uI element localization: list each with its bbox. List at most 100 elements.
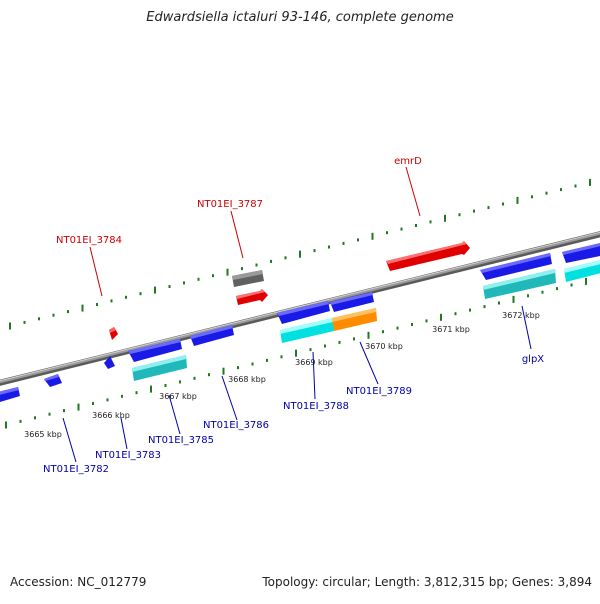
forward-track-minor-tick [183, 281, 185, 285]
forward-track-minor-tick [487, 206, 490, 210]
forward-track-minor-tick [502, 202, 504, 206]
gene-label-NT01EI_3784: NT01EI_3784 [56, 235, 122, 246]
reverse-track-major-tick [222, 367, 225, 375]
reverse-track-minor-tick [280, 355, 283, 359]
reverse-track-minor-tick [411, 323, 413, 326]
feature-NT01EI_3783[interactable] [104, 356, 115, 369]
forward-track-minor-tick [429, 220, 432, 224]
feature-NT01EI_3787[interactable] [236, 289, 268, 305]
forward-track-major-tick [589, 178, 591, 186]
feature-NT01EI_3782-left[interactable] [0, 387, 20, 402]
gene-label-NT01EI_3785: NT01EI_3785 [148, 435, 214, 446]
reverse-track-minor-tick [135, 391, 138, 395]
forward-track-minor-tick [574, 184, 577, 188]
forward-track-major-tick [9, 322, 11, 330]
forward-track-minor-tick [212, 274, 214, 278]
feature-NT01EI_3785-pseudo[interactable] [132, 355, 187, 381]
gene-label-NT01EI_3789: NT01EI_3789 [346, 386, 412, 397]
forward-track-minor-tick [458, 213, 461, 217]
feature-NT01EI_3788-cyan[interactable] [280, 318, 334, 343]
reverse-track-minor-tick [324, 344, 326, 348]
reverse-track-minor-tick [556, 287, 558, 291]
forward-track-minor-tick [168, 285, 171, 288]
reverse-track-minor-tick [34, 416, 36, 420]
forward-track-minor-tick [67, 310, 69, 314]
reverse-track-minor-tick [425, 319, 428, 323]
forward-track-major-tick [516, 196, 519, 204]
reverse-track-major-tick [295, 349, 297, 357]
reverse-track-minor-tick [164, 384, 167, 387]
feature-right-blue[interactable] [562, 242, 600, 263]
feature-right-cyan[interactable] [564, 259, 600, 282]
label-leaders-reverse [62, 305, 532, 463]
feature-NT01EI_3788[interactable] [277, 301, 330, 324]
gene-label-emrD: emrD [394, 156, 422, 167]
forward-tick-track [9, 178, 591, 330]
forward-track-minor-tick [139, 292, 142, 296]
forward-track-major-tick [444, 214, 446, 222]
reverse-track-minor-tick [353, 337, 355, 341]
scale-label-3665: 3665 kbp [24, 430, 62, 439]
reverse-track-minor-tick [469, 308, 471, 312]
feature-gray-box[interactable] [232, 270, 264, 287]
reverse-track-minor-tick [266, 358, 268, 362]
reverse-track-minor-tick [48, 412, 51, 416]
feature-NT01EI_3789-orange[interactable] [332, 308, 377, 331]
page-title: Edwardsiella ictaluri 93-146, complete g… [146, 10, 454, 25]
feature-NT01EI_3782[interactable] [44, 374, 62, 387]
forward-track-major-tick [299, 250, 301, 258]
scale-label-3666: 3666 kbp [92, 411, 130, 420]
feature-NT01EI_3785[interactable] [128, 339, 182, 362]
gene-label-glpX: glpX [522, 354, 544, 365]
forward-track-minor-tick [386, 231, 388, 235]
forward-track-minor-tick [342, 241, 345, 245]
accession-text: Accession: NC_012779 [10, 575, 147, 589]
scale-label-3670: 3670 kbp [365, 342, 403, 351]
reverse-track-minor-tick [63, 409, 65, 413]
feature-glpX-teal[interactable] [483, 269, 556, 299]
reverse-track-minor-tick [106, 398, 109, 402]
forward-track-minor-tick [415, 224, 417, 227]
forward-track-minor-tick [270, 259, 272, 263]
gene-label-NT01EI_3783: NT01EI_3783 [95, 450, 161, 461]
forward-track-minor-tick [197, 277, 200, 281]
reverse-track-major-tick [440, 313, 442, 321]
scale-label-3668: 3668 kbp [228, 375, 266, 384]
label-leaders-forward [89, 166, 421, 297]
reverse-track-minor-tick [570, 283, 573, 287]
feature-NT01EI_3789[interactable] [330, 292, 374, 312]
feature-NT01EI_3784[interactable] [109, 327, 118, 340]
scale-label-3669: 3669 kbp [295, 358, 333, 367]
forward-track-minor-tick [400, 227, 403, 231]
forward-track-minor-tick [38, 317, 40, 321]
reverse-track-minor-tick [454, 312, 457, 316]
reverse-track-major-tick [367, 331, 370, 339]
gene-label-NT01EI_3787: NT01EI_3787 [197, 199, 263, 210]
reverse-track-minor-tick [251, 362, 254, 366]
reverse-track-minor-tick [498, 301, 500, 305]
forward-track-minor-tick [284, 256, 287, 260]
feature-NT01EI_3786[interactable] [190, 325, 234, 346]
reverse-track-major-tick [585, 277, 587, 285]
feature-emrD[interactable] [386, 241, 470, 271]
forward-track-major-tick [81, 304, 84, 312]
reverse-track-minor-tick [121, 394, 123, 398]
reverse-track-minor-tick [179, 380, 181, 384]
reverse-track-minor-tick [396, 326, 399, 330]
reverse-track-minor-tick [338, 340, 341, 344]
forward-track-minor-tick [473, 209, 475, 213]
reverse-track-minor-tick [309, 348, 312, 352]
reverse-track-minor-tick [237, 366, 239, 370]
forward-track-minor-tick [110, 299, 113, 303]
reverse-track-minor-tick [92, 402, 94, 405]
reverse-track-minor-tick [527, 294, 529, 298]
reverse-tick-track [5, 277, 587, 429]
scale-label-3672: 3672 kbp [502, 311, 540, 320]
feature-glpX[interactable] [480, 253, 552, 280]
scale-label-3667: 3667 kbp [159, 392, 197, 401]
reverse-track-minor-tick [541, 290, 544, 294]
reverse-track-minor-tick [208, 373, 210, 377]
forward-track-minor-tick [241, 267, 243, 271]
